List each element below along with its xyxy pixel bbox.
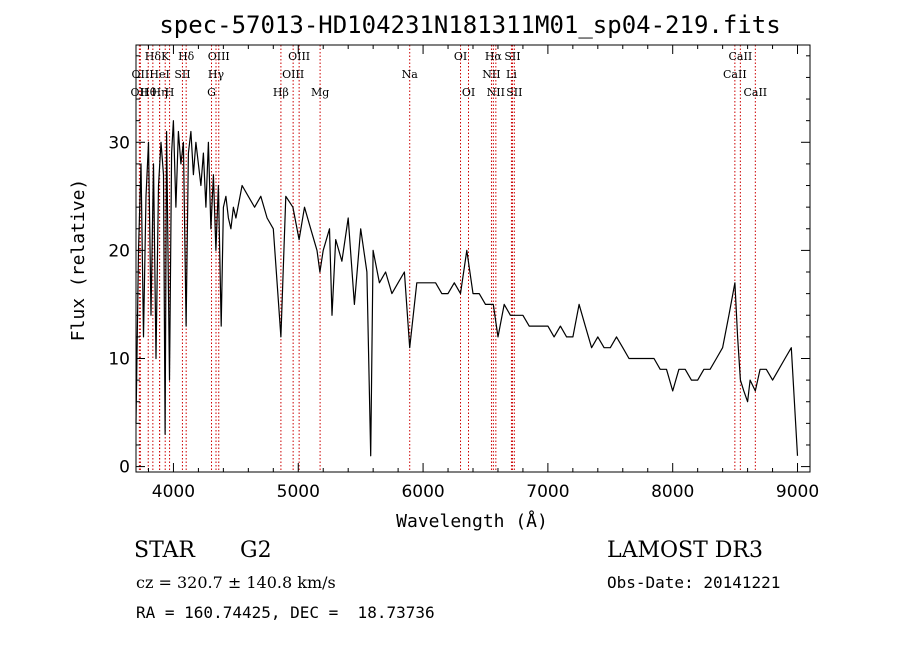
line-label: Hγ (208, 68, 225, 81)
emission-line-markers (138, 45, 756, 472)
line-label: HeI (149, 68, 169, 81)
x-tick-label: 7000 (526, 482, 569, 502)
x-tick-label: 4000 (152, 482, 195, 502)
line-label: Hδ (145, 50, 162, 63)
redshift-velocity: cz = 320.7 ± 140.8 km/s (136, 573, 336, 592)
line-label: G (207, 86, 216, 99)
line-label: CaII (729, 50, 753, 63)
line-label: CaII (723, 68, 747, 81)
line-label: Mg (311, 86, 329, 99)
line-label: OI (462, 86, 475, 99)
x-tick-label: 8000 (651, 482, 694, 502)
line-label: Hα (485, 50, 503, 63)
y-tick-label: 0 (119, 458, 130, 478)
line-label: OII (131, 86, 149, 99)
line-label: CaII (743, 86, 767, 99)
x-tick-label: 9000 (776, 482, 819, 502)
x-tick-label: 6000 (401, 482, 444, 502)
x-axis-ticks: 4000 5000 6000 7000 8000 9000 (147, 45, 819, 502)
y-axis-ticks: 0 10 20 30 (108, 55, 810, 478)
y-axis-label: Flux (relative) (68, 179, 89, 342)
line-label: Hδ (178, 50, 195, 63)
line-label: Hβ (273, 86, 289, 99)
line-label: OII (132, 68, 150, 81)
line-label: K (161, 50, 170, 63)
line-label: Hθ (140, 86, 157, 99)
line-label: OI (454, 50, 467, 63)
object-type: STAR (134, 538, 195, 563)
plot-frame (135, 44, 811, 473)
line-label: OIII (282, 68, 304, 81)
spectral-subclass: G2 (240, 538, 272, 563)
line-label: Li (506, 68, 517, 81)
coordinates: RA = 160.74425, DEC = 18.73736 (136, 603, 435, 622)
line-label: SII (506, 86, 522, 99)
x-tick-label: 5000 (277, 482, 320, 502)
y-tick-label: 30 (108, 133, 130, 153)
x-axis-label: Wavelength (Å) (396, 510, 548, 532)
line-label: SII (504, 50, 520, 63)
observation-date: Obs-Date: 20141221 (607, 573, 781, 592)
y-tick-label: 20 (108, 241, 130, 261)
spectrum-line (135, 120, 799, 457)
line-label: OIII (288, 50, 310, 63)
survey-name: LAMOST DR3 (607, 538, 763, 563)
line-label: NII (482, 68, 500, 81)
line-label: OIII (208, 50, 230, 63)
line-label: SII (174, 68, 190, 81)
chart-title: spec-57013-HD104231N181311M01_sp04-219.f… (159, 11, 780, 39)
line-label: H (165, 86, 175, 99)
line-label: Na (402, 68, 419, 81)
y-tick-label: 10 (108, 349, 130, 369)
line-label: Hη (151, 86, 167, 99)
line-label: NII (487, 86, 505, 99)
